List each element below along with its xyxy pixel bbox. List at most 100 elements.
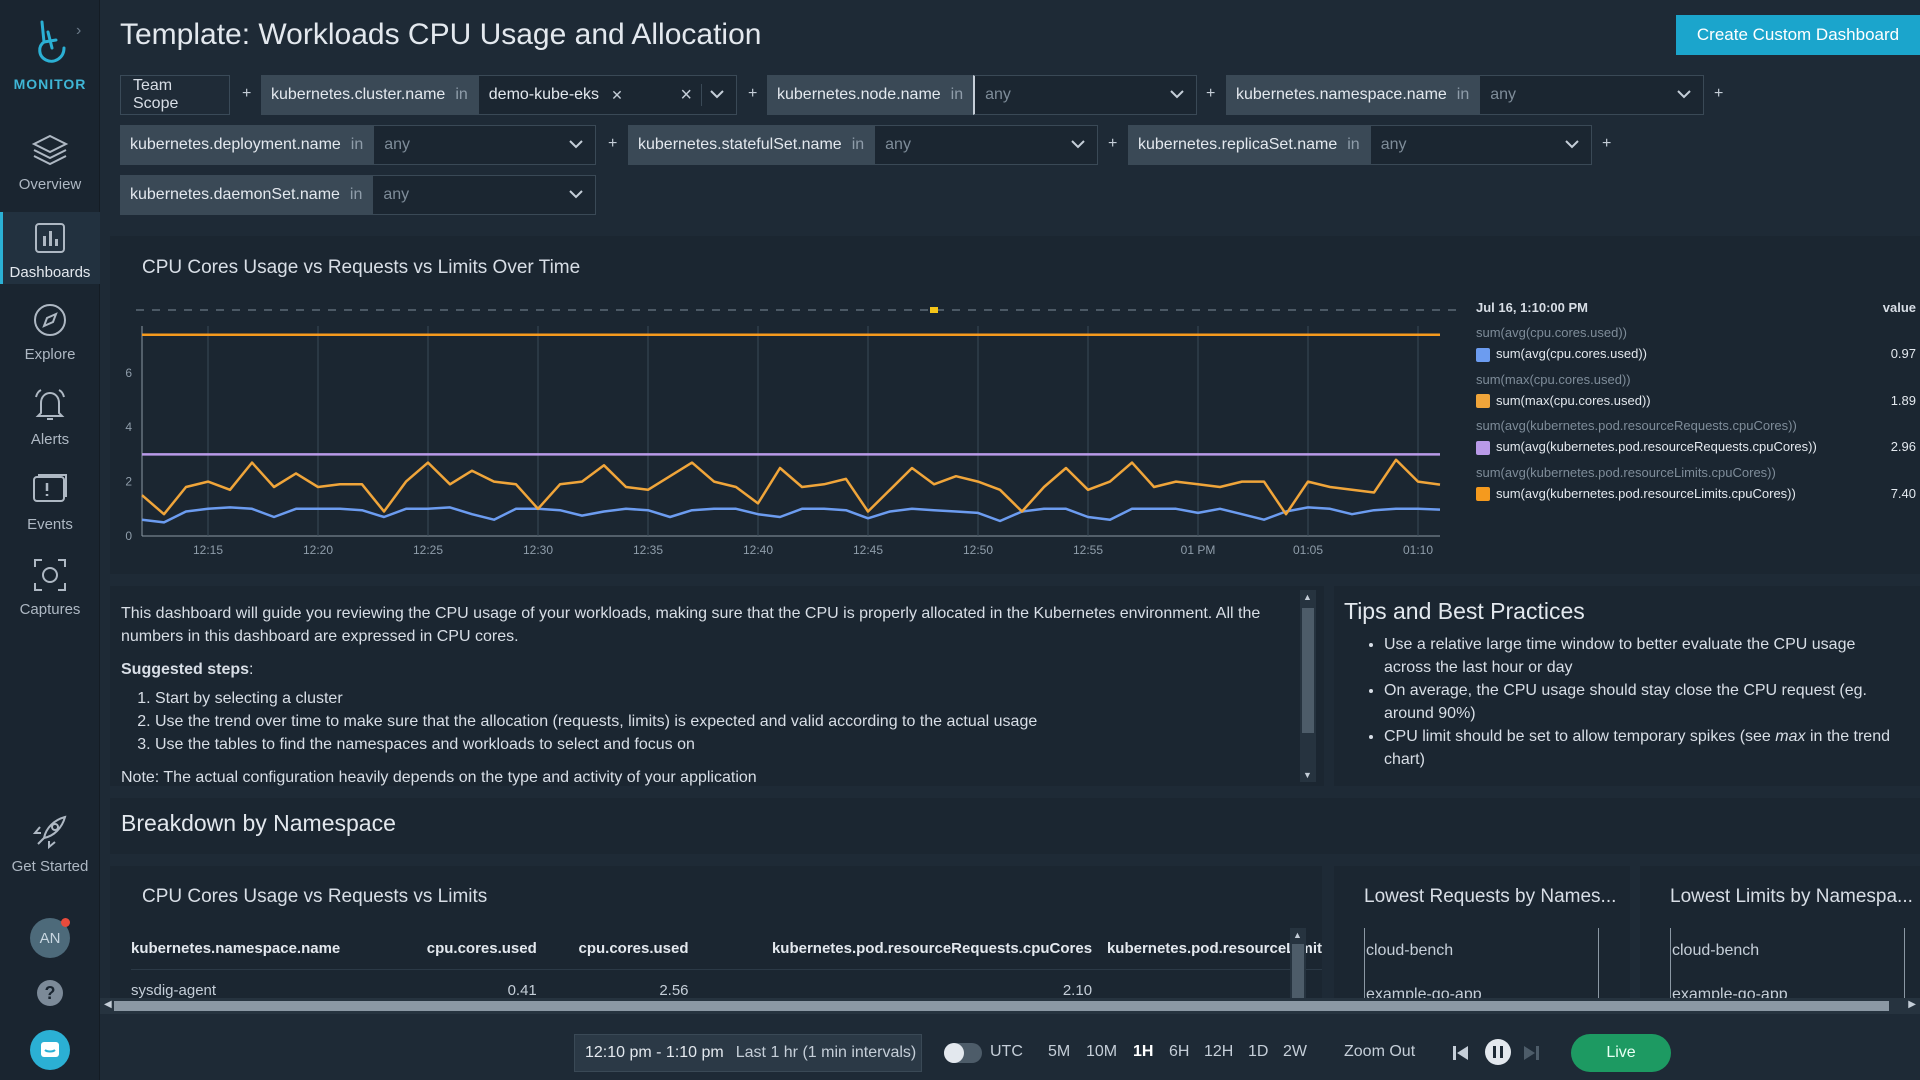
chevron-down-icon[interactable] (1565, 137, 1579, 151)
step-forward-icon[interactable] (1522, 1041, 1540, 1065)
legend-item[interactable]: sum(avg(kubernetes.pod.resourceLimits.cp… (1476, 486, 1916, 502)
filter-statefulset[interactable]: kubernetes.statefulSet.name in any (628, 125, 1098, 165)
filter-value-select[interactable]: any (1369, 125, 1592, 165)
create-custom-dashboard-button[interactable]: Create Custom Dashboard (1676, 15, 1920, 55)
avatar[interactable]: AN (30, 918, 70, 958)
filter-value-select[interactable]: any (1479, 75, 1704, 115)
filter-namespace[interactable]: kubernetes.namespace.name in any (1226, 75, 1704, 115)
nav-explore[interactable]: Explore (0, 300, 100, 370)
chevron-down-icon[interactable] (1071, 137, 1085, 151)
nav-overview[interactable]: Overview (0, 130, 100, 200)
filter-replicaset[interactable]: kubernetes.replicaSet.name in any (1128, 125, 1592, 165)
chevron-down-icon[interactable] (569, 187, 583, 201)
add-filter-plus[interactable]: + (1206, 85, 1216, 102)
scroll-up-icon[interactable]: ▲ (1293, 930, 1302, 940)
monitor-logo[interactable]: MONITOR (0, 18, 100, 92)
filter-key: kubernetes.namespace.name in (1226, 75, 1480, 115)
add-filter-plus[interactable]: + (242, 85, 252, 102)
column-header[interactable]: kubernetes.namespace.name (131, 940, 341, 957)
horizontal-scrollbar[interactable]: ◀ ▶ (100, 998, 1920, 1014)
filter-node[interactable]: kubernetes.node.name in any (767, 75, 1197, 115)
nav-captures-label: Captures (19, 601, 81, 618)
chevron-down-icon[interactable] (1677, 87, 1691, 101)
legend-item[interactable]: sum(avg(cpu.cores.used)) 0.97 (1476, 346, 1916, 362)
chart-legend: Jul 16, 1:10:00 PM value sum(avg(cpu.cor… (1476, 300, 1916, 511)
window-6h[interactable]: 6H (1169, 1043, 1190, 1060)
scroll-down-icon[interactable]: ▼ (1303, 770, 1312, 780)
lowest-requests-panel: Lowest Requests by Names... cloud-bench … (1334, 866, 1630, 998)
time-range-picker[interactable]: 12:10 pm - 1:10 pm Last 1 hr (1 min inte… (574, 1034, 922, 1072)
scrollbar-thumb[interactable] (1302, 608, 1314, 733)
legend-header: Jul 16, 1:10:00 PM value (1476, 300, 1916, 315)
filter-value-select[interactable]: any (373, 125, 596, 165)
legend-item[interactable]: sum(avg(kubernetes.pod.resourceRequests.… (1476, 439, 1916, 455)
nav-dashboards[interactable]: Dashboards (0, 212, 100, 284)
column-header[interactable]: cpu.cores.used (578, 940, 689, 957)
x-tick-label: 12:35 (633, 543, 663, 557)
nav-get-started[interactable]: Get Started (0, 812, 100, 886)
window-1d[interactable]: 1D (1248, 1043, 1269, 1060)
table-panel-title: CPU Cores Usage vs Requests vs Limits (142, 886, 488, 907)
step-back-icon[interactable] (1452, 1041, 1470, 1065)
bar-chart-icon (30, 218, 70, 258)
legend-label: sum(avg(kubernetes.pod.resourceLimits.cp… (1496, 485, 1796, 501)
chat-icon[interactable] (30, 1030, 70, 1070)
line-chart[interactable]: 12:15 12:20 12:25 12:30 12:35 12:40 12:45 12:50… (110, 290, 1470, 570)
add-filter-plus[interactable]: + (1108, 135, 1118, 152)
window-12h[interactable]: 12H (1204, 1043, 1234, 1060)
scroll-up-icon[interactable]: ▲ (1303, 592, 1312, 602)
utc-toggle[interactable] (944, 1043, 982, 1063)
team-scope-button[interactable]: Team Scope (120, 75, 230, 115)
filter-deployment[interactable]: kubernetes.deployment.name in any (120, 125, 596, 165)
filter-value-select[interactable]: any (372, 175, 596, 215)
add-filter-plus[interactable]: + (1714, 85, 1724, 102)
add-filter-plus[interactable]: + (608, 135, 618, 152)
live-button[interactable]: Live (1571, 1034, 1671, 1072)
bell-icon (30, 385, 70, 425)
chevron-down-icon[interactable] (569, 137, 583, 151)
description-intro: This dashboard will guide you reviewing … (121, 605, 1261, 645)
help-icon[interactable]: ? (37, 980, 63, 1006)
table-scrollbar[interactable]: ▲ (1290, 928, 1306, 998)
chevron-right-icon[interactable]: › (76, 22, 82, 39)
table-row[interactable]: sysdig-agent 0.41 2.56 2.10 (131, 969, 1322, 998)
filter-placeholder: any (985, 86, 1011, 103)
filter-cluster[interactable]: kubernetes.cluster.name in demo-kube-eks ✕… (261, 75, 737, 115)
add-filter-plus[interactable]: + (748, 85, 758, 102)
add-filter-plus[interactable]: + (1602, 135, 1612, 152)
table-cell: 2.56 (536, 969, 689, 998)
window-1h[interactable]: 1H (1133, 1043, 1154, 1060)
scroll-left-icon[interactable]: ◀ (104, 999, 112, 1010)
chevron-down-icon[interactable] (1170, 87, 1184, 101)
filter-value-select[interactable]: any (973, 75, 1197, 115)
description-scrollbar[interactable]: ▲ ▼ (1300, 590, 1316, 782)
clear-icon[interactable]: × (680, 84, 692, 106)
remove-tag-icon[interactable]: ✕ (611, 86, 623, 103)
scrollbar-thumb[interactable] (114, 1001, 1889, 1011)
legend-item[interactable]: sum(max(cpu.cores.used)) 1.89 (1476, 393, 1916, 409)
column-header[interactable]: cpu.cores.used (426, 940, 537, 957)
chevron-down-icon[interactable] (710, 87, 724, 101)
nav-events[interactable]: Events (0, 470, 100, 540)
legend-value: 7.40 (1890, 485, 1916, 501)
filter-key: kubernetes.statefulSet.name in (628, 125, 875, 165)
filter-in-label: in (950, 86, 964, 103)
column-header[interactable]: kubernetes.pod.resourceRequests.cpuCores (771, 940, 1093, 957)
pause-icon[interactable] (1484, 1038, 1512, 1066)
scrollbar-thumb[interactable] (1292, 944, 1304, 998)
list-item: Use a relative large time window to bett… (1384, 633, 1900, 679)
filter-key-label: kubernetes.daemonSet.name (130, 186, 340, 203)
filter-value-select[interactable]: demo-kube-eks ✕ × (477, 75, 737, 115)
nav-captures[interactable]: Captures (0, 555, 100, 625)
nav-alerts[interactable]: Alerts (0, 385, 100, 455)
window-10m[interactable]: 10M (1086, 1043, 1118, 1060)
filter-daemonset[interactable]: kubernetes.daemonSet.name in any (120, 175, 596, 215)
window-2w[interactable]: 2W (1283, 1043, 1307, 1060)
filter-value-select[interactable]: any (874, 125, 1098, 165)
zoom-out-button[interactable]: Zoom Out (1344, 1043, 1416, 1060)
column-header[interactable]: kubernetes.pod.resourceLimit (1106, 940, 1322, 957)
tip-text: in the trend chart) (1384, 728, 1890, 768)
scroll-right-icon[interactable]: ▶ (1908, 999, 1916, 1010)
window-5m[interactable]: 5M (1048, 1043, 1071, 1060)
legend-swatch (1476, 440, 1490, 455)
